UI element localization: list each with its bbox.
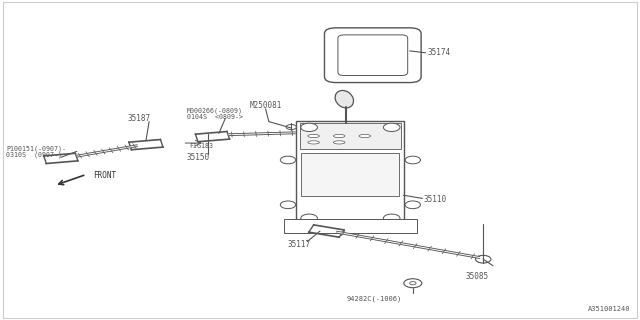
Circle shape (301, 214, 317, 222)
FancyBboxPatch shape (338, 35, 408, 76)
Circle shape (301, 123, 317, 132)
Text: M250081: M250081 (250, 101, 282, 110)
Text: 0104S  <0809->: 0104S <0809-> (187, 114, 243, 120)
Text: 94282C(-1006): 94282C(-1006) (347, 296, 402, 302)
Text: FIG183: FIG183 (189, 143, 212, 149)
Circle shape (476, 255, 491, 263)
Circle shape (383, 214, 400, 222)
Text: 35085: 35085 (465, 272, 488, 281)
Text: 35174: 35174 (428, 48, 451, 57)
Text: A351001240: A351001240 (588, 306, 630, 312)
Ellipse shape (359, 134, 371, 138)
Text: 35110: 35110 (424, 196, 447, 204)
Circle shape (405, 156, 420, 164)
Ellipse shape (308, 141, 319, 144)
Ellipse shape (333, 141, 345, 144)
Circle shape (404, 279, 422, 288)
Circle shape (410, 282, 416, 285)
Circle shape (405, 201, 420, 209)
Text: 35117: 35117 (288, 240, 311, 249)
Ellipse shape (335, 91, 353, 108)
Ellipse shape (308, 134, 319, 138)
FancyBboxPatch shape (301, 153, 399, 196)
Circle shape (280, 201, 296, 209)
FancyBboxPatch shape (284, 219, 417, 233)
FancyBboxPatch shape (300, 123, 401, 149)
Text: FRONT: FRONT (93, 171, 116, 180)
Text: 35150: 35150 (187, 153, 210, 162)
Text: P100151(-0907)-: P100151(-0907)- (6, 146, 67, 152)
Text: 0310S  (0907-): 0310S (0907-) (6, 152, 63, 158)
Circle shape (286, 124, 296, 130)
FancyBboxPatch shape (324, 28, 421, 83)
Circle shape (280, 156, 296, 164)
Circle shape (383, 123, 400, 132)
Text: 35187: 35187 (128, 114, 151, 123)
Text: M000266(-0809): M000266(-0809) (187, 107, 243, 114)
FancyBboxPatch shape (296, 121, 404, 225)
Ellipse shape (333, 134, 345, 138)
